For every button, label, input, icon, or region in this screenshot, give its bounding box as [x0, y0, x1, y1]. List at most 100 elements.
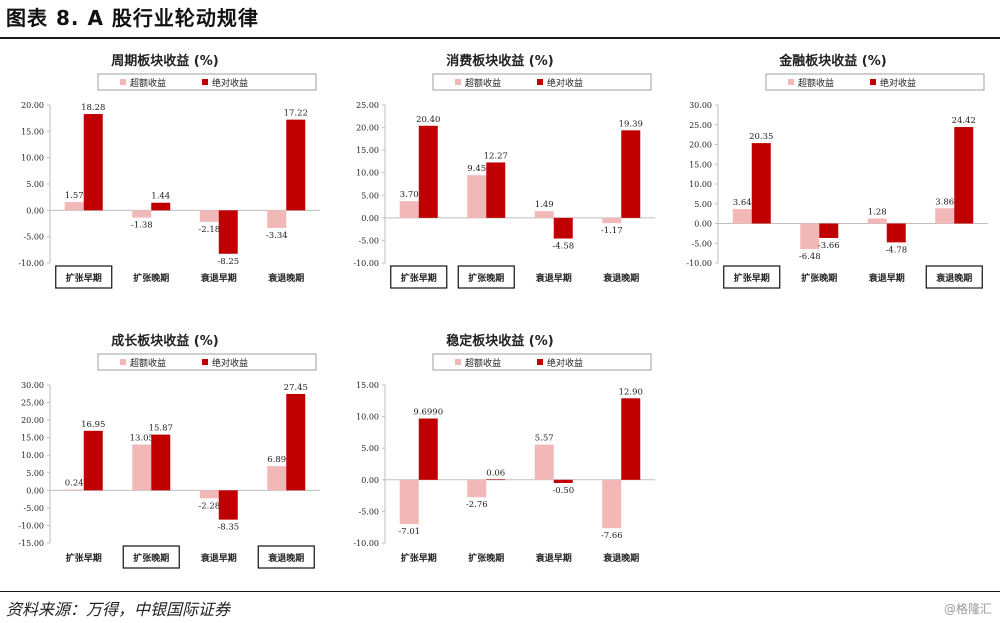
y-tick-label: 20.00 [21, 101, 44, 110]
data-label: -2.28 [198, 501, 220, 511]
data-label: 17.22 [284, 109, 308, 119]
bar-absolute [954, 127, 974, 224]
y-tick-label: 15.00 [21, 434, 44, 443]
bar-absolute [151, 434, 171, 491]
data-label: -4.78 [885, 245, 907, 255]
y-tick-label: 30.00 [21, 381, 44, 390]
chart-panel-stable: 稳定板块收益 (%) 超额收益 绝对收益 15.00 10.00 5.00 0.00 -5.… [335, 320, 665, 575]
category-highlight-box [55, 265, 113, 289]
y-tick-label: 25.00 [689, 121, 712, 130]
legend-label-absolute: 绝对收益 [547, 77, 583, 89]
data-label: 9.6990 [413, 408, 443, 418]
chart-panel-growth: 成长板块收益 (%) 超额收益 绝对收益 30.00 25.00 20.00 15.00 1… [0, 320, 330, 575]
category-highlight-box [390, 265, 448, 289]
data-label: 1.28 [868, 207, 887, 217]
legend: 超额收益 绝对收益 [432, 353, 652, 371]
data-label: 1.57 [65, 191, 84, 201]
chart-svg: 超额收益 绝对收益 30.00 25.00 20.00 15.00 10.00 5.00 0.0… [686, 73, 988, 289]
y-tick-label: -5.00 [691, 239, 712, 248]
legend-swatch-excess [788, 79, 794, 85]
bar-absolute [218, 490, 238, 520]
legend: 超额收益 绝对收益 [97, 73, 317, 91]
category-label: 衰退早期 [535, 272, 572, 284]
legend-label-excess: 超额收益 [465, 77, 501, 89]
y-tick-label: 0.00 [694, 220, 712, 229]
data-label: 1.44 [151, 192, 170, 202]
y-tick-label: 10.00 [689, 180, 712, 189]
bar-excess [267, 466, 287, 491]
legend-label-excess: 超额收益 [798, 77, 834, 89]
bar-excess [132, 444, 152, 491]
bar-excess [267, 210, 287, 228]
data-label: -3.34 [266, 231, 288, 241]
data-label: 6.89 [267, 455, 286, 465]
category-label: 扩张晚期 [801, 272, 837, 284]
bar-excess [399, 201, 419, 218]
legend-label-excess: 超额收益 [465, 357, 501, 369]
legend-swatch-excess [120, 359, 126, 365]
category-label: 扩张晚期 [468, 552, 504, 564]
chart-title: 消费板块收益 (%) [446, 54, 554, 69]
data-label: -8.35 [217, 523, 239, 533]
data-label: -7.01 [398, 527, 420, 537]
y-tick-label: -5.00 [23, 233, 44, 242]
bar-absolute [751, 143, 771, 224]
y-tick-label: -10.00 [353, 259, 379, 268]
data-label: -1.38 [131, 221, 153, 231]
chart-svg: 超额收益 绝对收益 20.00 15.00 10.00 5.00 0.00 -5.00 -10.… [18, 73, 320, 289]
y-tick-label: -10.00 [686, 259, 712, 268]
legend: 超额收益 绝对收益 [432, 73, 652, 91]
bar-absolute [621, 398, 641, 480]
data-label: 18.28 [81, 103, 105, 113]
y-tick-label: 20.00 [689, 141, 712, 150]
y-tick-label: 5.00 [361, 191, 379, 200]
figure-title: 图表 8. A 股行业轮动规律 [6, 6, 259, 30]
watermark: @格隆汇 [943, 602, 992, 616]
bar-excess [199, 210, 219, 222]
legend-label-excess: 超额收益 [130, 77, 166, 89]
data-label: 19.39 [619, 119, 643, 129]
y-tick-label: 0.00 [361, 214, 379, 223]
y-tick-label: 10.00 [356, 169, 379, 178]
chart-panel-financial: 金融板块收益 (%) 超额收益 绝对收益 30.00 25.00 20.00 15.00 1… [668, 40, 998, 295]
y-tick-label: -5.00 [358, 507, 379, 516]
y-tick-label: -15.00 [18, 539, 44, 548]
data-label: -2.76 [466, 500, 488, 510]
legend-swatch-absolute [202, 79, 208, 85]
bar-excess [467, 175, 487, 218]
data-label: -8.25 [217, 257, 239, 267]
y-tick-label: 15.00 [689, 160, 712, 169]
y-tick-label: 15.00 [21, 127, 44, 136]
data-label: -2.18 [198, 225, 220, 235]
y-tick-label: 5.00 [694, 200, 712, 209]
bar-absolute [286, 119, 306, 211]
bar-excess [800, 223, 820, 250]
bar-absolute [83, 114, 103, 211]
legend: 超额收益 绝对收益 [765, 73, 985, 91]
data-label: 3.86 [935, 197, 954, 207]
data-label: 13.05 [130, 434, 154, 444]
y-tick-label: 5.00 [26, 180, 44, 189]
legend-swatch-excess [455, 359, 461, 365]
y-tick-label: 30.00 [689, 101, 712, 110]
y-tick-label: 25.00 [356, 101, 379, 110]
data-label: 15.87 [149, 424, 173, 434]
chart-title: 稳定板块收益 (%) [446, 334, 554, 349]
bar-excess [199, 490, 219, 499]
category-label: 扩张早期 [401, 272, 437, 284]
chart-title: 成长板块收益 (%) [111, 334, 219, 349]
y-tick-label: 15.00 [356, 146, 379, 155]
data-label: 9.45 [467, 164, 486, 174]
legend-label-absolute: 绝对收益 [212, 357, 248, 369]
y-tick-label: 5.00 [361, 444, 379, 453]
category-highlight-box [122, 545, 180, 569]
y-tick-label: 10.00 [21, 451, 44, 460]
legend-swatch-excess [120, 79, 126, 85]
y-tick-label: 15.00 [356, 381, 379, 390]
bar-absolute [83, 430, 103, 491]
y-tick-label: 0.00 [26, 486, 44, 495]
category-label: 衰退晚期 [267, 552, 304, 564]
bar-excess [534, 444, 554, 480]
y-tick-label: -10.00 [18, 259, 44, 268]
bar-excess [602, 217, 622, 224]
